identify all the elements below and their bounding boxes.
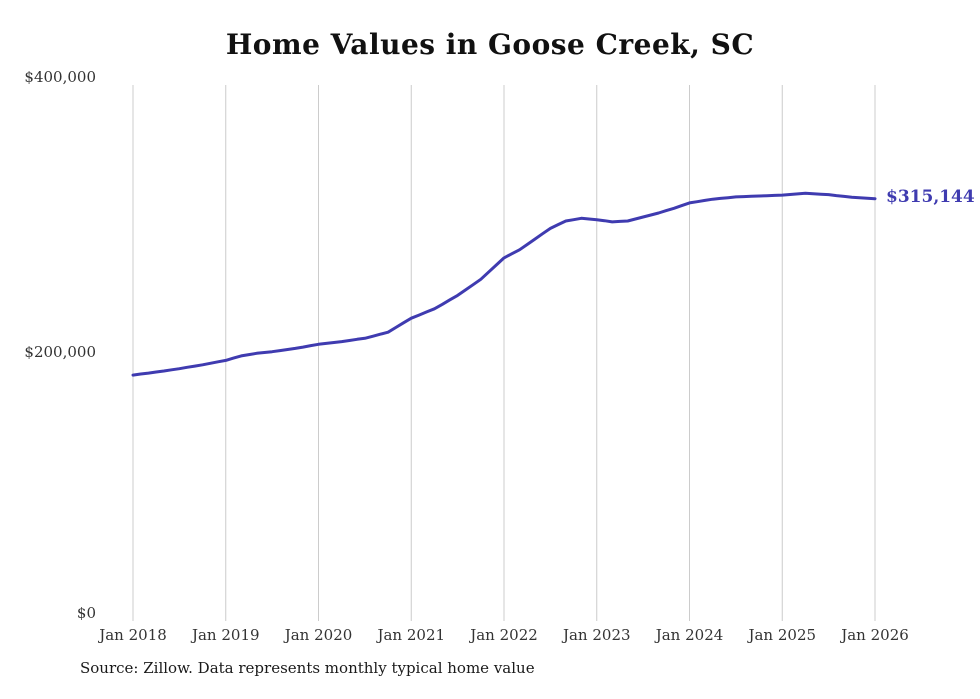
x-axis-tick-label: Jan 2025	[748, 626, 817, 644]
end-value-label: $315,144	[886, 187, 975, 207]
x-axis-tick-label: Jan 2020	[284, 626, 353, 644]
y-axis-tick-label: $400,000	[24, 68, 96, 86]
y-axis-tick-label: $200,000	[24, 343, 96, 361]
source-note: Source: Zillow. Data represents monthly …	[80, 659, 535, 677]
chart-title: Home Values in Goose Creek, SC	[225, 28, 755, 61]
x-axis-tick-label: Jan 2023	[562, 626, 631, 644]
x-axis-tick-label: Jan 2019	[191, 626, 260, 644]
x-axis-tick-label: Jan 2022	[470, 626, 538, 644]
y-axis-tick-label: $0	[76, 604, 96, 622]
x-axis-tick-label: Jan 2021	[377, 626, 446, 644]
x-axis-tick-label: Jan 2018	[99, 626, 167, 644]
x-axis-tick-label: Jan 2024	[655, 626, 724, 644]
x-axis-tick-label: Jan 2026	[841, 626, 909, 644]
